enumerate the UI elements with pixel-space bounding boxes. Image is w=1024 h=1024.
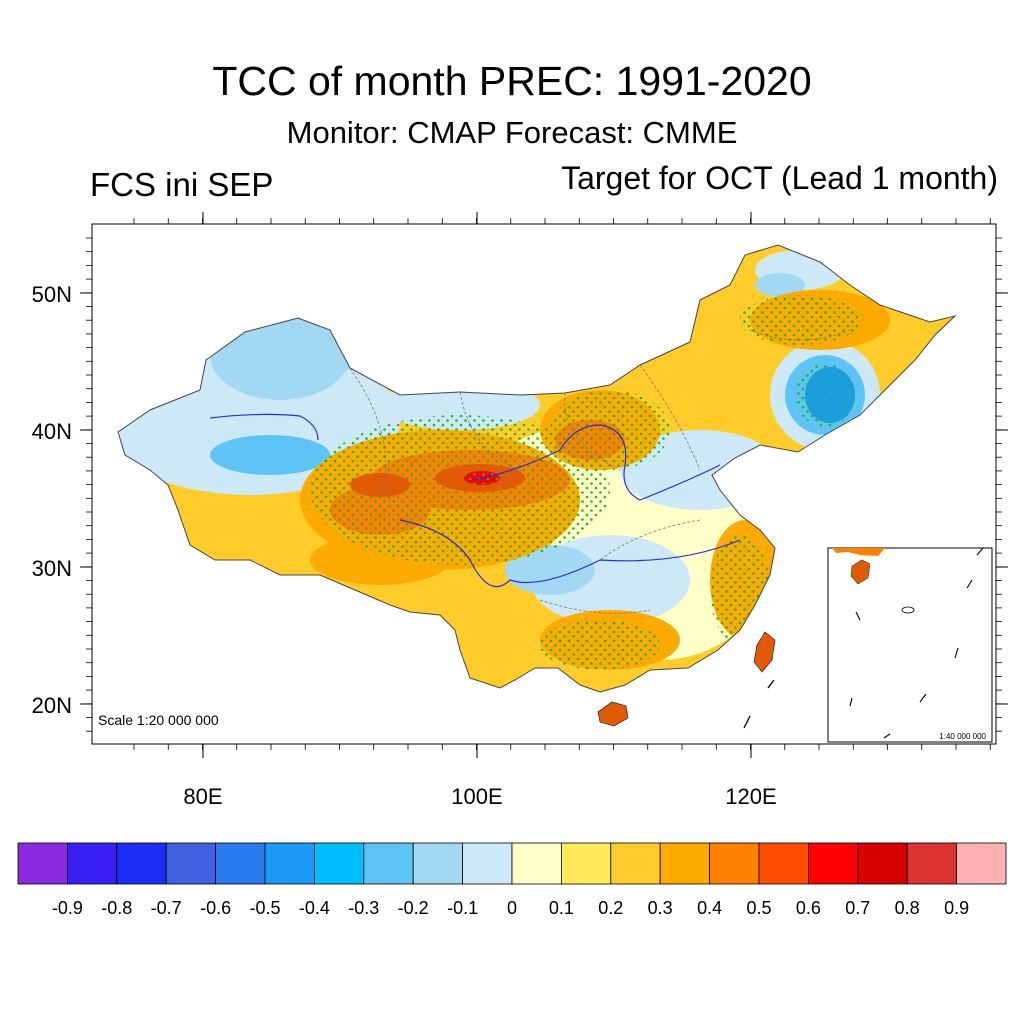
colorbar-tick-label: 0 bbox=[507, 898, 517, 918]
colorbar-tick-label: 0.5 bbox=[746, 898, 771, 918]
colorbar-box bbox=[462, 842, 513, 885]
colorbar-tick-label: -0.2 bbox=[398, 898, 429, 918]
forecast-init-label: FCS ini SEP bbox=[90, 166, 274, 203]
colorbar-tick-label: -0.5 bbox=[249, 898, 280, 918]
inset-scale: 1:40 000 000 bbox=[939, 732, 986, 741]
colorbar-tick-label: 0.3 bbox=[648, 898, 673, 918]
colorbar-box bbox=[659, 842, 711, 885]
colorbar-box bbox=[511, 842, 562, 885]
lon-tick-label: 120E bbox=[725, 784, 776, 809]
colorbar-box bbox=[116, 842, 167, 885]
colorbar-box bbox=[67, 842, 118, 885]
colorbar-box bbox=[165, 842, 216, 885]
inset-dashes bbox=[849, 547, 984, 739]
colorbar-tick-label: -0.8 bbox=[101, 898, 132, 918]
axis-ticks: 50N 40N 30N 20N 80E 100E 120E bbox=[32, 212, 1008, 809]
colorbar-box bbox=[906, 842, 958, 885]
colorbar-box bbox=[412, 842, 464, 885]
colorbar-tick-label: 0.6 bbox=[796, 898, 821, 918]
colorbar-box bbox=[758, 842, 809, 885]
lat-tick-label: 20N bbox=[32, 693, 72, 718]
main-scale: Scale 1:20 000 000 bbox=[98, 712, 219, 728]
river bbox=[474, 424, 721, 501]
lon-tick-label: 80E bbox=[183, 784, 222, 809]
lon-tick-label: 100E bbox=[451, 784, 502, 809]
colorbar-box bbox=[313, 842, 365, 885]
colorbar-tick-label: -0.4 bbox=[299, 898, 330, 918]
colorbar-tick-label: -0.9 bbox=[52, 898, 83, 918]
colorbar-tick-label: 0.8 bbox=[895, 898, 920, 918]
colorbar-box bbox=[363, 842, 414, 885]
colorbar-tick-label: -0.3 bbox=[348, 898, 379, 918]
colorbar-box bbox=[857, 842, 908, 885]
colorbar-box bbox=[264, 842, 315, 885]
colorbar-box bbox=[956, 842, 1007, 885]
colorbar-box bbox=[215, 842, 266, 885]
province-boundaries bbox=[349, 329, 851, 614]
colorbar-tick-label: -0.1 bbox=[447, 898, 478, 918]
map-title: TCC of month PREC: 1991-2020 bbox=[212, 58, 812, 104]
colorbar-box bbox=[808, 842, 859, 885]
lat-tick-label: 50N bbox=[32, 282, 72, 307]
colorbar-box bbox=[17, 842, 68, 885]
sea-boundary-dashes bbox=[743, 679, 775, 729]
colorbar-tick-label: 0.1 bbox=[549, 898, 574, 918]
country-border bbox=[117, 244, 957, 693]
colorbar-box bbox=[610, 842, 661, 885]
colorbar-tick-label: 0.9 bbox=[944, 898, 969, 918]
colorbar-box bbox=[561, 842, 612, 885]
colorbar-tick-label: -0.6 bbox=[200, 898, 231, 918]
colorbar-box bbox=[709, 842, 760, 885]
lat-tick-label: 40N bbox=[32, 419, 72, 444]
map-subtitle: Monitor: CMAP Forecast: CMME bbox=[286, 115, 738, 150]
river bbox=[209, 413, 319, 441]
lat-tick-label: 30N bbox=[32, 556, 72, 581]
river bbox=[399, 519, 741, 588]
colorbar-tick-label: 0.2 bbox=[598, 898, 623, 918]
colorbar-tick-label: -0.7 bbox=[151, 898, 182, 918]
colorbar-tick-label: 0.4 bbox=[697, 898, 722, 918]
target-label: Target for OCT (Lead 1 month) bbox=[561, 160, 998, 196]
colorbar-tick-label: 0.7 bbox=[845, 898, 870, 918]
